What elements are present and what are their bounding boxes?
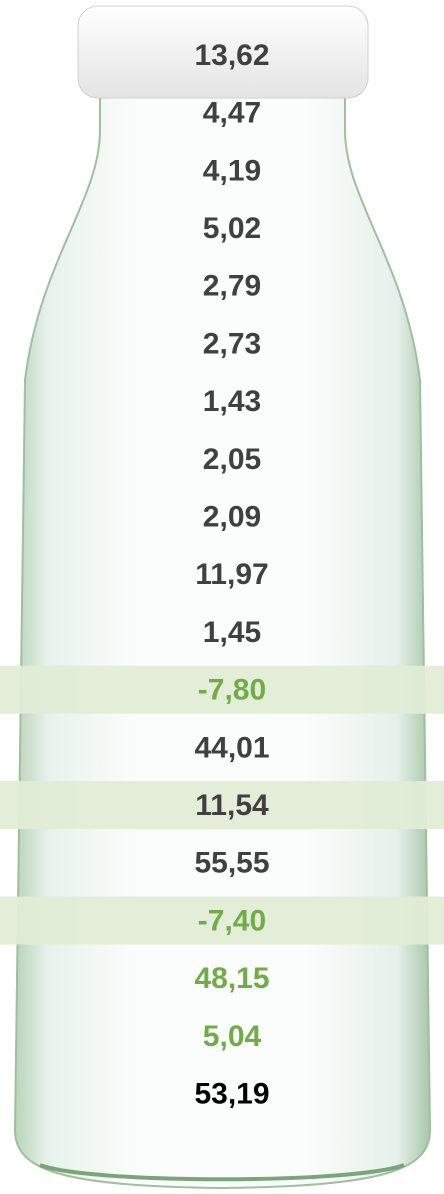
value-text: 13,62 xyxy=(194,39,269,72)
value-text: 1,45 xyxy=(203,616,261,649)
value-text: 1,43 xyxy=(203,385,261,418)
value-text: 2,05 xyxy=(203,443,261,476)
value-text: 53,19 xyxy=(194,1078,269,1111)
value-text: 4,19 xyxy=(203,154,261,187)
value-text: 44,01 xyxy=(194,731,269,764)
value-text: 2,79 xyxy=(203,270,261,303)
value-text: 55,55 xyxy=(194,847,269,880)
value-text: 5,02 xyxy=(203,212,261,245)
value-text: 2,09 xyxy=(203,501,261,534)
value-text: 11,97 xyxy=(195,558,268,591)
value-text: 5,04 xyxy=(203,1020,262,1053)
bottle-graphic: 13,62 4,47 4,19 5,02 2,79 2,73 1,43 2,05 2,09 11,… xyxy=(0,0,444,1194)
value-text: -7,80 xyxy=(198,674,266,707)
value-text: 2,73 xyxy=(203,327,261,360)
value-text: 48,15 xyxy=(194,962,269,995)
value-text: 11,54 xyxy=(195,789,269,822)
value-text: 4,47 xyxy=(203,97,261,130)
value-text: -7,40 xyxy=(198,904,266,937)
